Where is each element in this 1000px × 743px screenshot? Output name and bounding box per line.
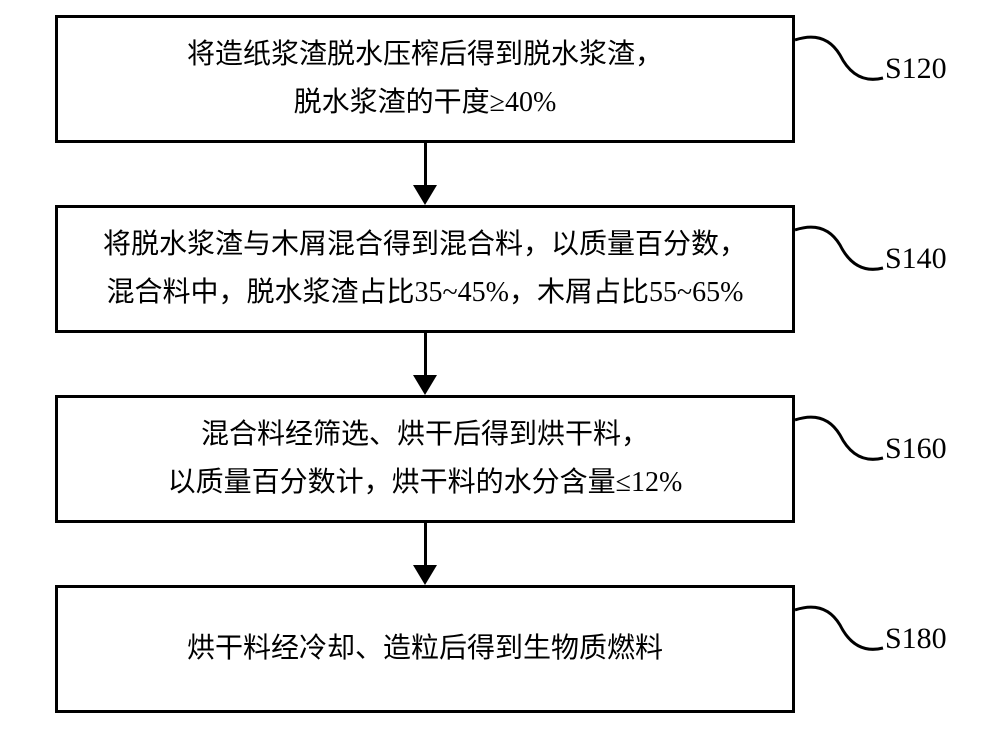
step-text: 将脱水浆渣与木屑混合得到混合料，以质量百分数，: [103, 221, 747, 269]
step-label-s160: S160: [885, 432, 947, 466]
arrow-shaft: [424, 143, 427, 185]
step-text: 烘干料经冷却、造粒后得到生物质燃料: [187, 625, 663, 673]
step-label-s180: S180: [885, 622, 947, 656]
label-connector: [795, 410, 885, 480]
arrow-shaft: [424, 523, 427, 565]
step-text: 将造纸浆渣脱水压榨后得到脱水浆渣，: [187, 31, 663, 79]
step-box-s140: 将脱水浆渣与木屑混合得到混合料，以质量百分数， 混合料中，脱水浆渣占比35~45…: [55, 205, 795, 333]
label-connector: [795, 220, 885, 290]
step-box-s180: 烘干料经冷却、造粒后得到生物质燃料: [55, 585, 795, 713]
step-text: 以质量百分数计，烘干料的水分含量≤12%: [168, 459, 683, 507]
label-connector: [795, 600, 885, 670]
arrow-head-icon: [413, 565, 437, 585]
step-label-s140: S140: [885, 242, 947, 276]
step-text: 混合料中，脱水浆渣占比35~45%，木屑占比55~65%: [107, 269, 744, 317]
step-label-s120: S120: [885, 52, 947, 86]
arrow-head-icon: [413, 185, 437, 205]
arrow-shaft: [424, 333, 427, 375]
step-box-s160: 混合料经筛选、烘干后得到烘干料， 以质量百分数计，烘干料的水分含量≤12%: [55, 395, 795, 523]
step-text: 混合料经筛选、烘干后得到烘干料，: [201, 411, 649, 459]
flowchart-canvas: 将造纸浆渣脱水压榨后得到脱水浆渣， 脱水浆渣的干度≥40% S120 将脱水浆渣…: [0, 0, 1000, 743]
label-connector: [795, 30, 885, 100]
arrow-head-icon: [413, 375, 437, 395]
step-box-s120: 将造纸浆渣脱水压榨后得到脱水浆渣， 脱水浆渣的干度≥40%: [55, 15, 795, 143]
step-text: 脱水浆渣的干度≥40%: [294, 79, 557, 127]
